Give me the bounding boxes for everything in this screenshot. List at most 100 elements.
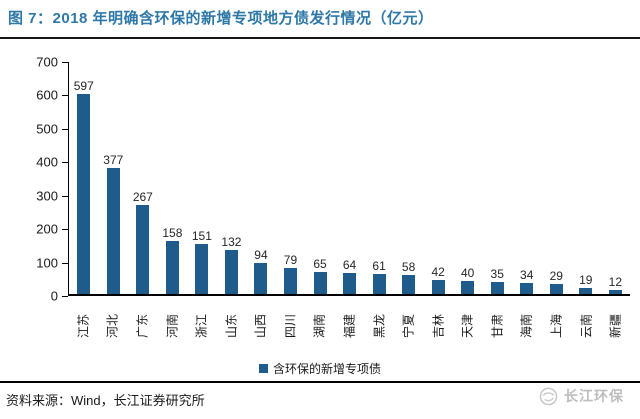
bar-slot: 267 — [128, 62, 158, 294]
bar-value-label: 58 — [401, 259, 416, 274]
x-axis-label: 甘肃 — [490, 313, 505, 338]
y-axis-tick-mark — [62, 128, 68, 130]
x-axis-label: 吉林 — [431, 313, 446, 338]
bar — [549, 284, 563, 294]
y-axis-tick-mark — [62, 195, 68, 197]
bar-value-label: 42 — [431, 265, 445, 279]
y-axis-tick-label: 500 — [36, 121, 58, 137]
legend-label: 含环保的新增专项债 — [272, 362, 381, 376]
x-axis-label: 天津 — [460, 313, 475, 338]
bar-value-label: 65 — [313, 257, 327, 272]
x-axis-label: 云南 — [579, 313, 594, 338]
x-axis-label: 新疆 — [608, 313, 623, 338]
bar-slot: 65 — [305, 62, 335, 294]
legend: 含环保的新增专项债 — [0, 360, 640, 377]
bar — [343, 272, 357, 294]
bar-slot: 151 — [187, 62, 217, 294]
changjiang-logo-icon — [539, 387, 558, 406]
bar-slot: 42 — [423, 62, 453, 294]
bar — [579, 287, 593, 294]
bar-slot: 34 — [512, 62, 542, 294]
bar-value-label: 151 — [191, 228, 212, 243]
y-axis-tick-label: 100 — [36, 255, 58, 271]
bar — [520, 282, 534, 294]
figure-title: 图 7：2018 年明确含环保的新增专项地方债发行情况（亿元） — [8, 10, 434, 27]
y-axis-tick-label: 600 — [36, 87, 58, 103]
bar-value-label: 29 — [549, 269, 563, 284]
bar — [372, 273, 386, 294]
bar-slot: 12 — [601, 62, 631, 294]
y-axis-tick-mark — [62, 262, 68, 264]
y-axis-tick-mark — [62, 162, 68, 164]
bar — [490, 282, 504, 294]
x-axis-label: 山西 — [253, 313, 268, 338]
x-axis-label: 海南 — [519, 313, 534, 338]
bar-value-label: 79 — [283, 252, 298, 267]
bar-slot: 79 — [276, 62, 306, 294]
y-axis-tick-mark — [62, 62, 68, 63]
bar-slot: 19 — [571, 62, 601, 294]
y-axis-tick-label: 0 — [50, 288, 58, 304]
y-axis-tick-label: 700 — [36, 54, 58, 70]
x-axis-label: 浙江 — [194, 313, 209, 338]
bar-slot: 29 — [542, 62, 572, 294]
y-axis-tick-mark — [62, 296, 68, 297]
bar-value-label: 377 — [103, 153, 124, 167]
y-axis-tick-label: 400 — [36, 154, 58, 170]
bar — [431, 280, 445, 294]
bar-value-label: 12 — [608, 275, 622, 289]
x-axis-label: 黑龙 — [372, 313, 387, 338]
bar-value-label: 94 — [254, 247, 268, 262]
y-axis-tick-label: 200 — [36, 221, 58, 237]
x-axis-label: 河南 — [165, 313, 180, 338]
bar-slot: 158 — [158, 62, 188, 294]
x-axis-label: 广东 — [135, 313, 150, 338]
bar-value-label: 64 — [342, 257, 357, 272]
bar — [136, 204, 150, 294]
bar-value-label: 19 — [579, 272, 593, 287]
watermark-label: 长江环保 — [564, 388, 624, 404]
x-axis-label: 四川 — [283, 313, 298, 338]
bar — [283, 267, 297, 294]
bar-slot: 58 — [394, 62, 424, 294]
bar-slot: 61 — [364, 62, 394, 294]
x-axis-label: 山东 — [224, 313, 239, 338]
bar-slot: 132 — [217, 62, 247, 294]
bar — [77, 94, 91, 294]
bar-slot: 597 — [69, 62, 99, 294]
bar-slot: 35 — [482, 62, 512, 294]
bar-value-label: 158 — [162, 226, 183, 241]
bar-value-label: 132 — [221, 234, 242, 249]
legend-marker-icon — [258, 364, 268, 373]
plot-area: 597 377 267 158 151 132 94 79 65 64 61 58 42 40 35 34 29… — [68, 62, 630, 296]
bar — [254, 262, 268, 294]
bar-value-label: 35 — [490, 267, 504, 282]
y-axis-tick-label: 300 — [36, 188, 58, 204]
x-axis-label: 湖南 — [312, 313, 327, 338]
bar-value-label: 34 — [520, 267, 534, 282]
bar — [402, 274, 416, 294]
x-axis-label: 河北 — [105, 313, 120, 338]
bar — [313, 272, 327, 294]
bar-value-label: 40 — [460, 265, 475, 280]
y-axis-tick-mark — [62, 95, 68, 97]
bar — [165, 241, 179, 294]
bar-value-label: 61 — [372, 258, 386, 273]
bar — [224, 249, 238, 294]
y-axis-tick-mark — [62, 229, 68, 231]
title-divider — [0, 37, 640, 39]
x-axis-label: 福建 — [342, 313, 357, 338]
bar-slot: 377 — [99, 62, 129, 294]
x-axis-label: 江苏 — [76, 313, 91, 338]
bar-value-label: 267 — [132, 189, 153, 204]
bar-slot: 40 — [453, 62, 483, 294]
bar — [106, 168, 120, 294]
bar — [461, 280, 475, 294]
x-axis-labels: 江苏 河北 广东 河南 浙江 山东 山西 四川 湖南 福建 黑龙 宁夏 吉林 天津 甘肃 海南 上海 云南 新疆 — [68, 299, 630, 357]
bar — [608, 290, 622, 294]
bar-slot: 64 — [335, 62, 365, 294]
watermark: 长江环保 — [539, 386, 624, 406]
bar — [195, 243, 209, 294]
x-axis-label: 宁夏 — [401, 313, 416, 338]
